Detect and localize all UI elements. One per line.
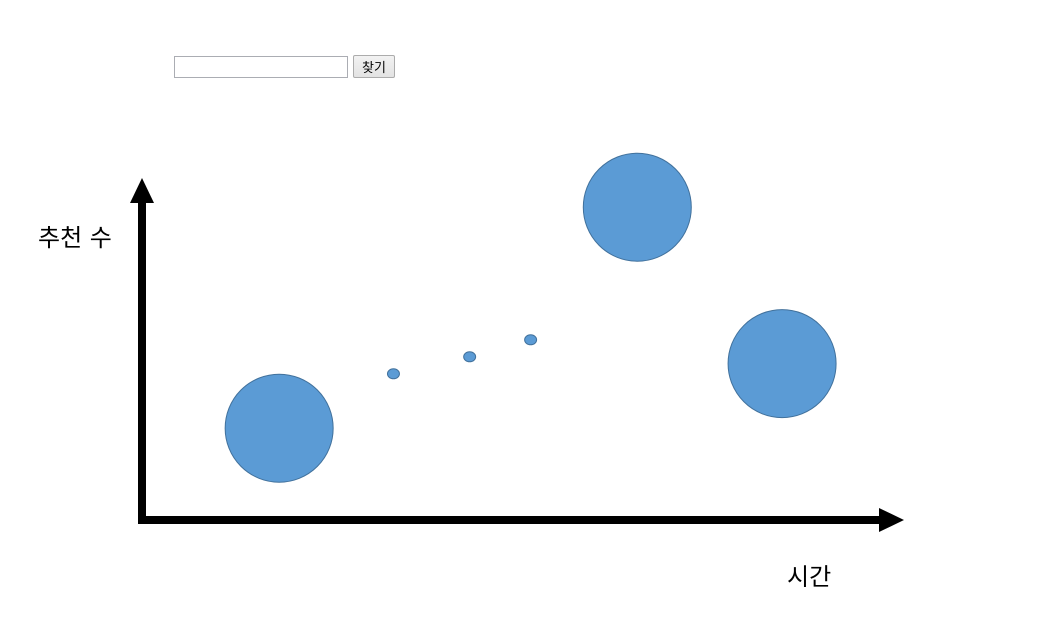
scatter-point-4 [524,334,538,346]
x-axis-label: 시간 [787,563,832,591]
y-axis-arrow-icon [130,178,154,203]
scatter-point-2 [386,368,400,380]
search-bar: 찾기 [174,55,395,78]
search-input[interactable] [174,55,348,78]
scatter-point-3 [463,351,477,363]
scatter-point-5 [582,152,692,262]
chart-marks [224,152,837,483]
scatter-point-6 [727,309,837,419]
search-button[interactable]: 찾기 [353,55,395,78]
y-axis-label: 추천 수 [38,224,112,252]
x-axis-arrow-icon [879,508,904,532]
scatter-point-1 [224,373,334,483]
